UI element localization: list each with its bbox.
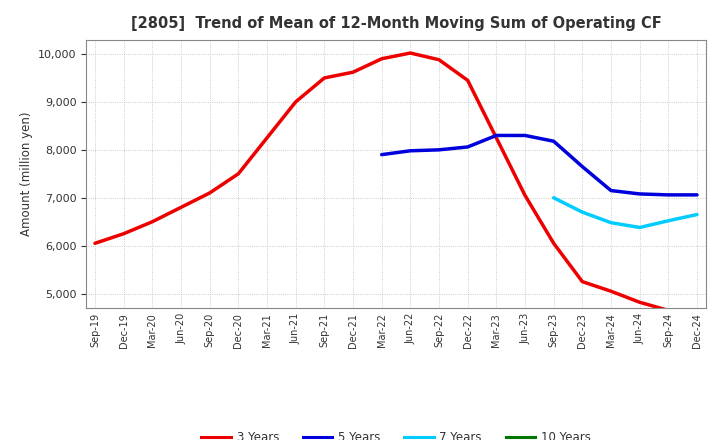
- 3 Years: [464, 78, 472, 83]
- 3 Years: [148, 219, 157, 224]
- 5 Years: [607, 188, 616, 193]
- 5 Years: [435, 147, 444, 153]
- 3 Years: [91, 241, 99, 246]
- 5 Years: [464, 144, 472, 150]
- 3 Years: [635, 300, 644, 305]
- 3 Years: [176, 205, 185, 210]
- 3 Years: [607, 289, 616, 294]
- 5 Years: [377, 152, 386, 157]
- 3 Years: [348, 70, 357, 75]
- Line: 7 Years: 7 Years: [554, 198, 697, 227]
- 7 Years: [664, 218, 672, 224]
- 3 Years: [406, 50, 415, 55]
- Title: [2805]  Trend of Mean of 12-Month Moving Sum of Operating CF: [2805] Trend of Mean of 12-Month Moving …: [130, 16, 662, 32]
- 5 Years: [578, 164, 587, 169]
- 7 Years: [607, 220, 616, 225]
- 3 Years: [693, 311, 701, 316]
- 5 Years: [521, 133, 529, 138]
- 3 Years: [234, 171, 243, 176]
- Legend: 3 Years, 5 Years, 7 Years, 10 Years: 3 Years, 5 Years, 7 Years, 10 Years: [197, 427, 595, 440]
- 5 Years: [492, 133, 500, 138]
- 3 Years: [205, 191, 214, 196]
- 3 Years: [377, 56, 386, 62]
- 7 Years: [693, 212, 701, 217]
- 5 Years: [635, 191, 644, 197]
- 3 Years: [120, 231, 128, 236]
- 3 Years: [435, 57, 444, 62]
- 3 Years: [521, 193, 529, 198]
- 5 Years: [693, 192, 701, 198]
- 3 Years: [263, 135, 271, 140]
- 3 Years: [664, 308, 672, 313]
- 3 Years: [492, 135, 500, 140]
- Y-axis label: Amount (million yen): Amount (million yen): [19, 112, 32, 236]
- 5 Years: [549, 139, 558, 144]
- 7 Years: [635, 225, 644, 230]
- Line: 5 Years: 5 Years: [382, 136, 697, 195]
- 7 Years: [549, 195, 558, 200]
- 3 Years: [292, 99, 300, 105]
- 3 Years: [578, 279, 587, 284]
- 3 Years: [320, 75, 328, 81]
- 7 Years: [578, 209, 587, 215]
- 5 Years: [406, 148, 415, 154]
- 5 Years: [664, 192, 672, 198]
- 3 Years: [549, 241, 558, 246]
- Line: 3 Years: 3 Years: [95, 53, 697, 314]
